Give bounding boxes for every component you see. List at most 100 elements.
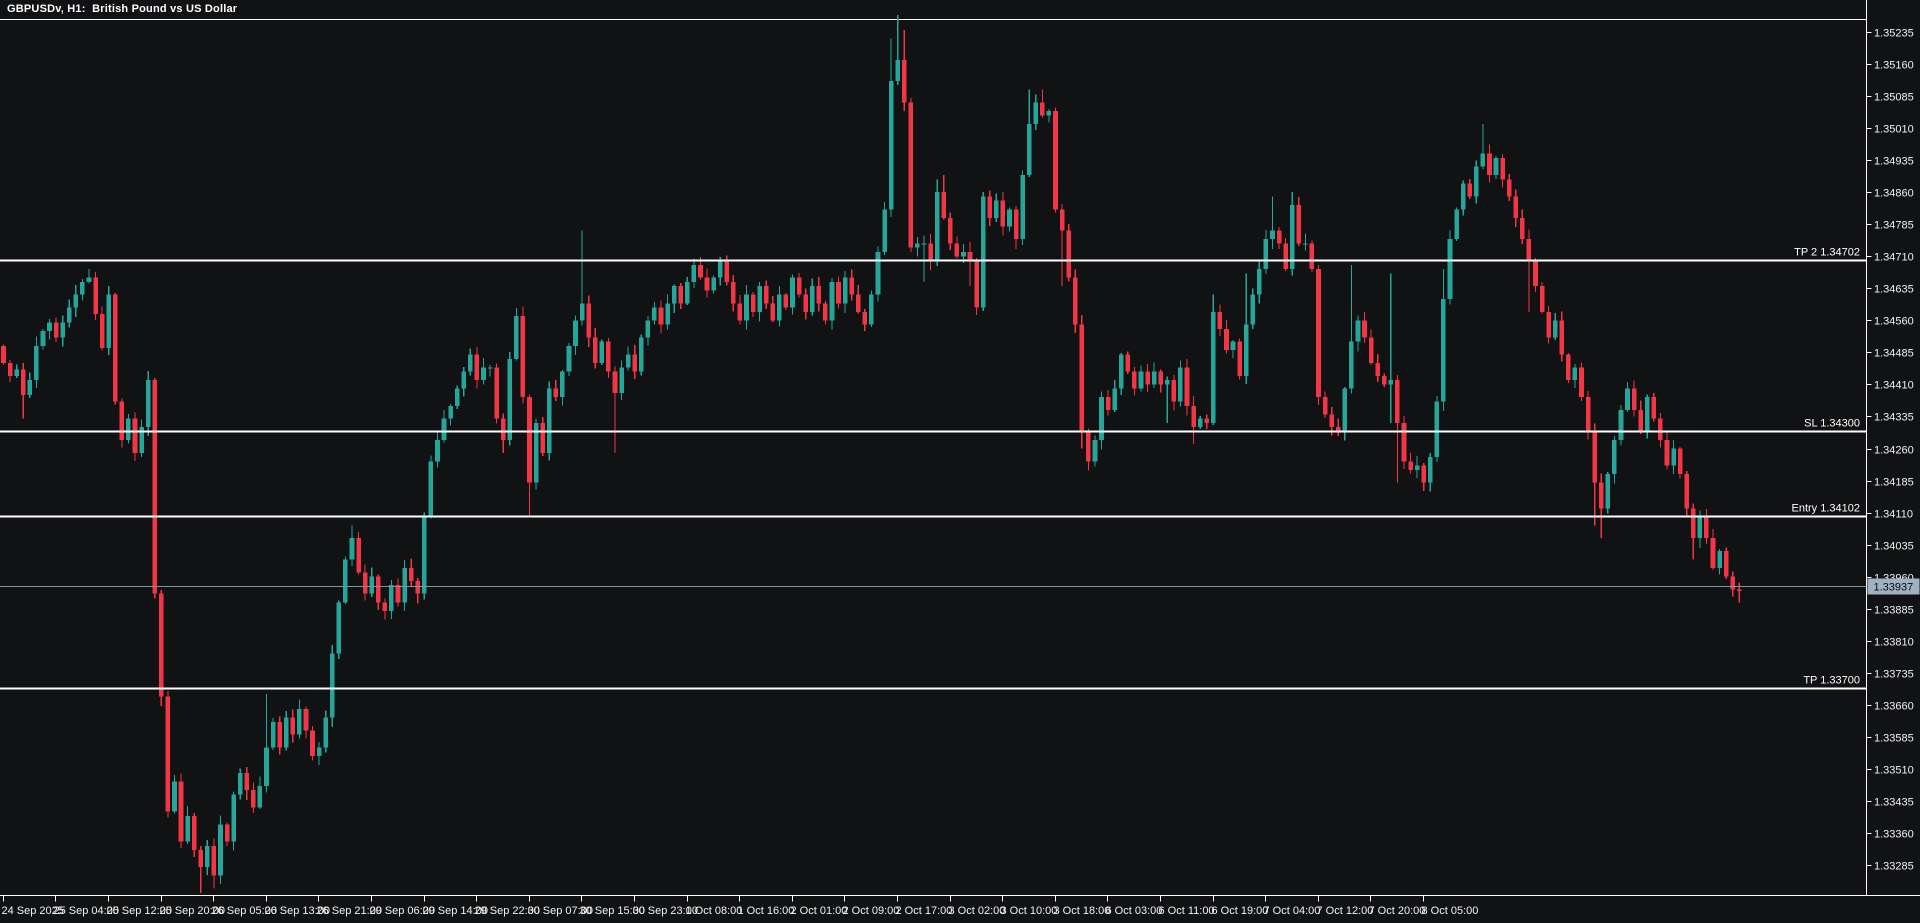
candle-body xyxy=(270,721,276,748)
candle-body xyxy=(382,602,388,611)
candle-body xyxy=(586,303,591,338)
level-label-tp-2: TP 2 1.34702 xyxy=(1794,247,1860,259)
candle-body xyxy=(546,388,552,453)
candle-body xyxy=(1612,439,1617,475)
candle-body xyxy=(1474,166,1479,197)
candle-body xyxy=(533,422,539,483)
candle-body xyxy=(665,303,670,325)
price-tick-label: 1.34035 xyxy=(1874,541,1914,553)
candle-body xyxy=(218,824,223,876)
time-tick-label: 29 Sep 06:00 xyxy=(370,905,435,917)
candle-body xyxy=(1033,102,1039,124)
candle-body xyxy=(803,294,808,312)
candle-body xyxy=(500,418,506,440)
candle-body xyxy=(638,337,644,372)
candle-body xyxy=(836,281,841,304)
candle-body xyxy=(1388,380,1394,385)
candle-body xyxy=(1072,277,1078,325)
candle-body xyxy=(1132,371,1137,389)
candle-body xyxy=(908,102,914,248)
candle-body xyxy=(1381,375,1387,385)
candle-body xyxy=(1013,209,1019,240)
candle-body xyxy=(625,354,631,368)
time-tick-label: 25 Sep 20:00 xyxy=(160,905,225,917)
candle-body xyxy=(27,380,33,396)
candle-body xyxy=(283,717,289,748)
candle-body xyxy=(1099,397,1104,440)
candle-body xyxy=(231,794,236,842)
candle-body xyxy=(842,277,848,304)
candle-body xyxy=(362,572,368,594)
time-tick-label: 2 Oct 01:00 xyxy=(791,905,848,917)
candle-body xyxy=(592,337,598,364)
candle-body xyxy=(461,371,467,389)
candle-body xyxy=(1559,320,1565,355)
candle-body xyxy=(205,845,210,868)
candle-body xyxy=(954,243,960,257)
candle-body xyxy=(93,277,98,314)
time-tick-label: 7 Oct 20:00 xyxy=(1369,905,1426,917)
candle-body xyxy=(402,568,407,603)
candle-body xyxy=(99,313,105,349)
candle-body xyxy=(507,358,513,440)
candle-body xyxy=(474,354,480,381)
candle-body xyxy=(1684,474,1689,509)
candle-body xyxy=(514,316,519,359)
price-tick-label: 1.34485 xyxy=(1874,348,1914,360)
candle-body xyxy=(1362,320,1367,338)
candle-body xyxy=(737,303,743,321)
time-tick-label: 25 Sep 12:00 xyxy=(107,905,172,917)
candle-body xyxy=(66,307,72,323)
candle-body xyxy=(763,286,769,304)
candle-body xyxy=(566,345,572,372)
candle-body xyxy=(1250,294,1256,325)
candle-body xyxy=(678,286,684,304)
candle-body xyxy=(1224,328,1229,351)
price-tick-label: 1.34710 xyxy=(1874,252,1914,264)
candle-body xyxy=(237,773,243,795)
candle-body xyxy=(783,294,789,308)
candle-body xyxy=(185,815,190,842)
candle-body xyxy=(1664,439,1670,466)
candle-body xyxy=(1526,239,1532,261)
candle-body xyxy=(685,281,690,304)
candle-body xyxy=(40,331,46,346)
time-tick-label: 26 Sep 21:00 xyxy=(317,905,382,917)
candle-body xyxy=(1342,388,1348,432)
price-tick-label: 1.35010 xyxy=(1874,124,1914,136)
candle-body xyxy=(487,367,493,369)
price-tick-label: 1.34560 xyxy=(1874,316,1914,328)
candle-body xyxy=(1500,158,1505,180)
candle-body xyxy=(481,367,486,381)
price-tick-label: 1.33735 xyxy=(1874,669,1914,681)
candle-body xyxy=(152,380,158,594)
candle-body xyxy=(770,303,776,321)
price-tick-label: 1.34260 xyxy=(1874,445,1914,457)
candle-body xyxy=(994,200,999,218)
candle-body xyxy=(1171,380,1177,402)
candle-body xyxy=(744,294,749,321)
candle-body xyxy=(1053,111,1058,210)
candle-body xyxy=(1204,418,1210,423)
candle-body xyxy=(1355,320,1361,342)
candle-body xyxy=(178,781,184,842)
price-tick-label: 1.33510 xyxy=(1874,765,1914,777)
candle-body xyxy=(73,294,79,308)
candle-body xyxy=(875,251,881,295)
candle-body xyxy=(711,277,716,291)
candle-body xyxy=(1618,410,1624,440)
candle-body xyxy=(448,405,453,419)
candle-body xyxy=(579,303,585,321)
candle-body xyxy=(941,192,947,218)
candle-body xyxy=(316,747,322,757)
candle-body xyxy=(20,369,26,396)
candle-body xyxy=(1276,230,1282,244)
price-tick-label: 1.35160 xyxy=(1874,60,1914,72)
candle-body xyxy=(1704,516,1709,539)
candle-body xyxy=(422,516,427,594)
price-tick-label: 1.34110 xyxy=(1874,509,1913,521)
candle-body xyxy=(1322,397,1328,415)
candle-body xyxy=(1243,324,1249,376)
